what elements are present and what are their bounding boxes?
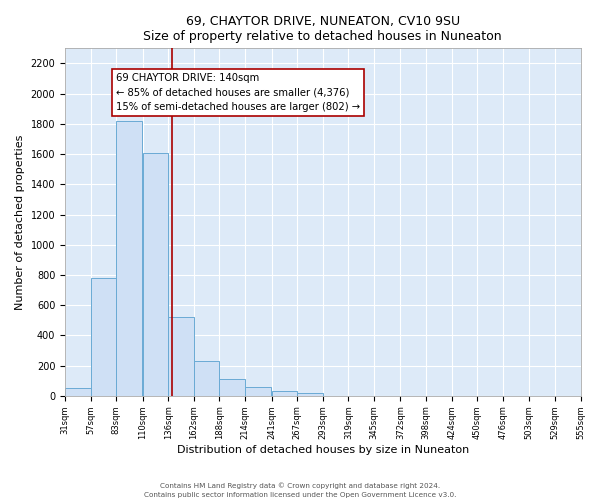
Bar [297,393,323,396]
Bar [65,388,91,396]
Bar [116,121,142,396]
Title: 69, CHAYTOR DRIVE, NUNEATON, CV10 9SU
Size of property relative to detached hous: 69, CHAYTOR DRIVE, NUNEATON, CV10 9SU Si… [143,15,502,43]
Text: 69 CHAYTOR DRIVE: 140sqm
← 85% of detached houses are smaller (4,376)
15% of sem: 69 CHAYTOR DRIVE: 140sqm ← 85% of detach… [116,72,361,112]
Bar [245,387,271,396]
Y-axis label: Number of detached properties: Number of detached properties [15,134,25,310]
Bar [91,278,116,396]
Bar [194,361,220,396]
Text: Contains HM Land Registry data © Crown copyright and database right 2024.
Contai: Contains HM Land Registry data © Crown c… [144,482,456,498]
Bar [220,379,245,396]
Bar [169,318,194,396]
Bar [272,392,297,396]
Bar [143,152,169,396]
X-axis label: Distribution of detached houses by size in Nuneaton: Distribution of detached houses by size … [176,445,469,455]
